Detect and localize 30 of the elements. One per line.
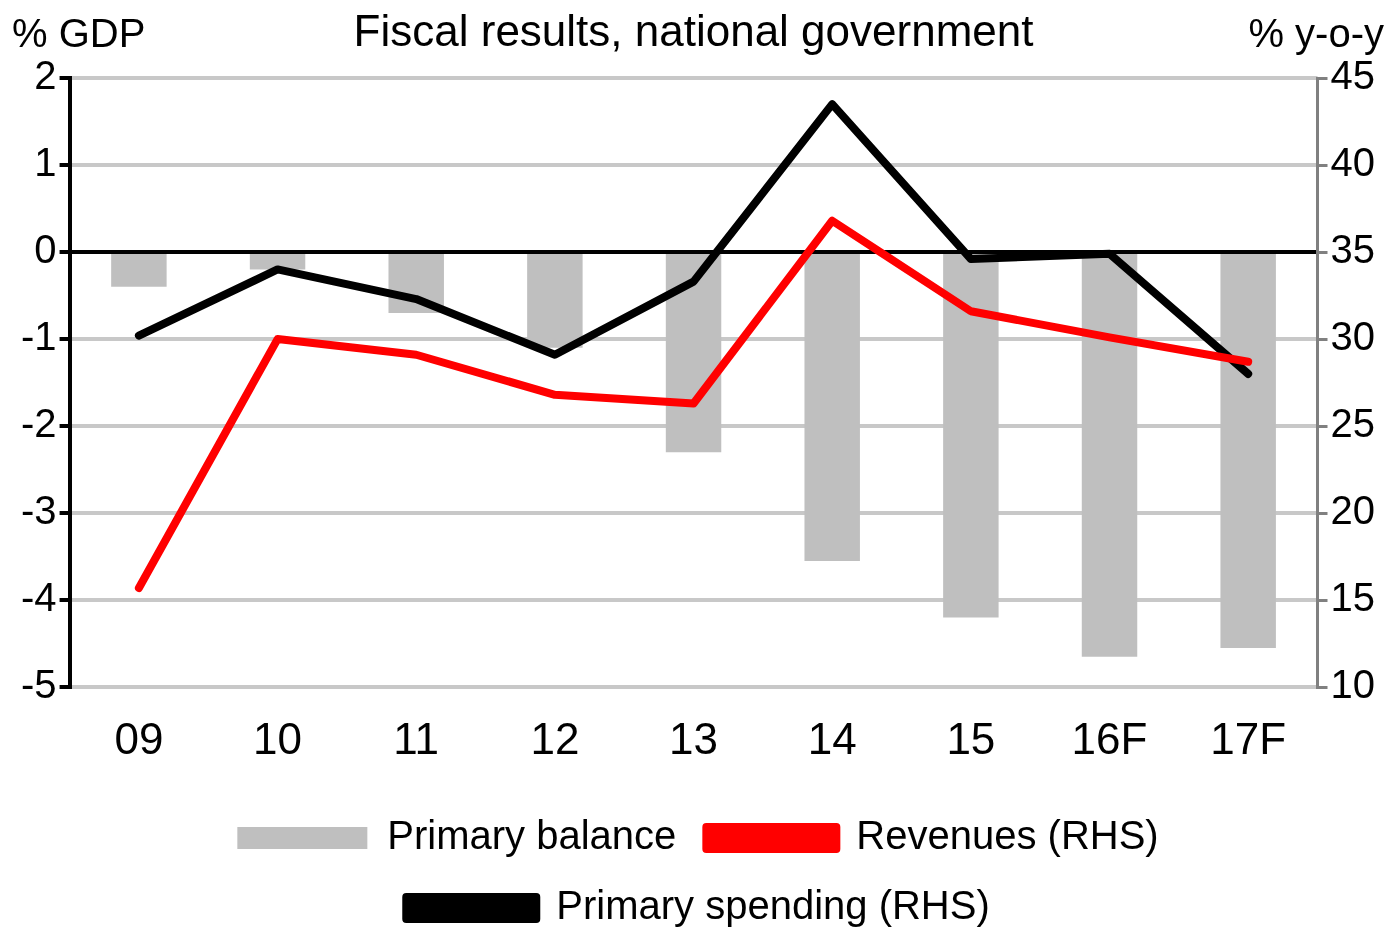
y-tick-label: 0 <box>34 227 57 272</box>
y-tick-label: -1 <box>20 314 57 359</box>
legend-label: Revenues (RHS) <box>856 813 1159 858</box>
x-tick-label: 10 <box>253 713 303 763</box>
legend-label: Primary balance <box>387 813 677 858</box>
y-tick-label: 1 <box>34 140 57 185</box>
y-tick-label: -2 <box>20 401 57 446</box>
chart-title: Fiscal results, national government <box>353 6 1034 56</box>
y2-tick-label: 40 <box>1330 140 1376 185</box>
x-tick-label: 11 <box>393 713 440 763</box>
x-tick-label: 13 <box>669 713 719 763</box>
x-tick-label: 16F <box>1071 713 1148 763</box>
y2-tick-label: 30 <box>1330 314 1376 359</box>
y2-axis-title: % y-o-y <box>1248 11 1384 56</box>
x-tick-label: 09 <box>114 713 164 763</box>
x-tick-label: 17F <box>1210 713 1287 763</box>
y2-tick-label: 25 <box>1330 401 1376 446</box>
x-tick-label: 12 <box>530 713 580 763</box>
y-tick-label: -5 <box>20 662 57 707</box>
x-tick-label: 15 <box>946 713 996 763</box>
y-tick-label: 2 <box>34 53 57 98</box>
y-axis-title: % GDP <box>12 11 146 56</box>
y2-tick-label: 10 <box>1330 662 1376 707</box>
x-tick-label: 14 <box>807 713 857 763</box>
y2-tick-label: 20 <box>1330 488 1376 533</box>
y-tick-label: -3 <box>20 488 57 533</box>
y-tick-label: -4 <box>20 575 57 620</box>
y2-tick-label: 15 <box>1330 575 1376 620</box>
legend-label: Primary spending (RHS) <box>556 883 990 928</box>
y2-tick-label: 35 <box>1330 227 1376 272</box>
